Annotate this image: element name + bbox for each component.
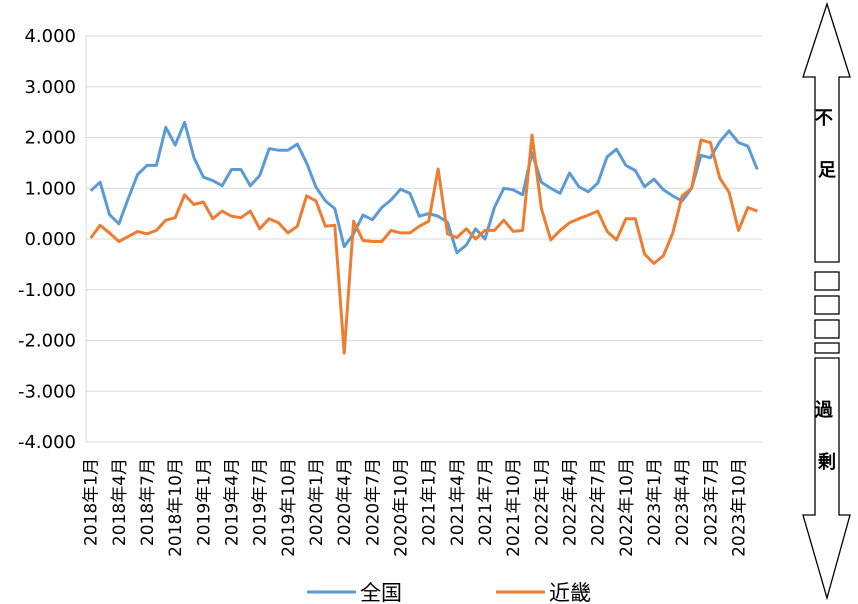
surplus-label: 過 剰: [815, 400, 839, 473]
separator-box-4: [814, 342, 840, 354]
separator-box-2: [814, 295, 840, 315]
x-tick-label: 2019年7月: [251, 458, 271, 546]
x-tick-label: 2020年10月: [392, 458, 412, 557]
series-line-0: [89, 120, 759, 255]
side-indicator: 不 足 過 剰: [802, 1, 851, 601]
legend-label-series-0: 全国: [360, 581, 402, 604]
x-tick-label: 2022年7月: [589, 458, 609, 546]
plot-lines: [89, 120, 759, 355]
x-tick-label: 2019年10月: [279, 458, 299, 557]
x-tick-label: 2020年7月: [363, 458, 383, 546]
y-tick-label: -4.000: [18, 432, 76, 453]
x-axis-ticks: 2018年1月 2018年4月 2018年7月 2018年10月 2019年1月 2019…: [82, 458, 750, 557]
down-arrow-icon: [802, 357, 851, 601]
x-tick-label: 2018年7月: [138, 458, 158, 546]
x-tick-label: 2019年1月: [194, 458, 214, 546]
y-tick-label: 1.000: [24, 178, 76, 199]
series-line-1: [89, 133, 758, 355]
x-tick-label: 2021年7月: [476, 458, 496, 546]
y-tick-label: 4.000: [24, 26, 76, 47]
x-tick-label: 2023年7月: [701, 458, 721, 546]
x-tick-label: 2020年4月: [335, 458, 355, 546]
x-tick-label: 2020年1月: [307, 458, 327, 546]
x-tick-label: 2023年4月: [673, 458, 693, 546]
x-tick-label: 2021年4月: [448, 458, 468, 546]
x-tick-label: 2022年4月: [561, 458, 581, 546]
x-tick-label: 2023年1月: [645, 458, 665, 546]
x-tick-label: 2021年1月: [420, 458, 440, 546]
y-tick-label: -2.000: [18, 331, 76, 352]
x-tick-label: 2023年10月: [730, 458, 750, 557]
y-tick-label: 2.000: [24, 128, 76, 149]
legend: 全国 近畿: [307, 581, 591, 604]
shortage-label: 不 足: [815, 108, 839, 181]
x-tick-label: 2018年10月: [166, 458, 186, 557]
up-arrow-icon: [802, 1, 851, 263]
y-axis-ticks: 4.000 3.000 2.000 1.000 0.000 -1.000 -2.000 -3.…: [18, 26, 76, 453]
x-tick-label: 2021年10月: [504, 458, 524, 557]
y-tick-label: 0.000: [24, 229, 76, 250]
x-tick-label: 2022年10月: [617, 458, 637, 557]
y-tick-label: -3.000: [18, 381, 76, 402]
legend-label-series-1: 近畿: [549, 581, 591, 604]
y-tick-label: -1.000: [18, 280, 76, 301]
x-tick-label: 2022年1月: [532, 458, 552, 546]
separator-box-1: [814, 271, 840, 291]
x-tick-label: 2018年1月: [82, 458, 102, 546]
grid: [85, 35, 762, 443]
x-tick-label: 2019年4月: [223, 458, 243, 546]
separator-box-3: [814, 319, 840, 339]
y-tick-label: 3.000: [24, 77, 76, 98]
x-tick-label: 2018年4月: [110, 458, 130, 546]
